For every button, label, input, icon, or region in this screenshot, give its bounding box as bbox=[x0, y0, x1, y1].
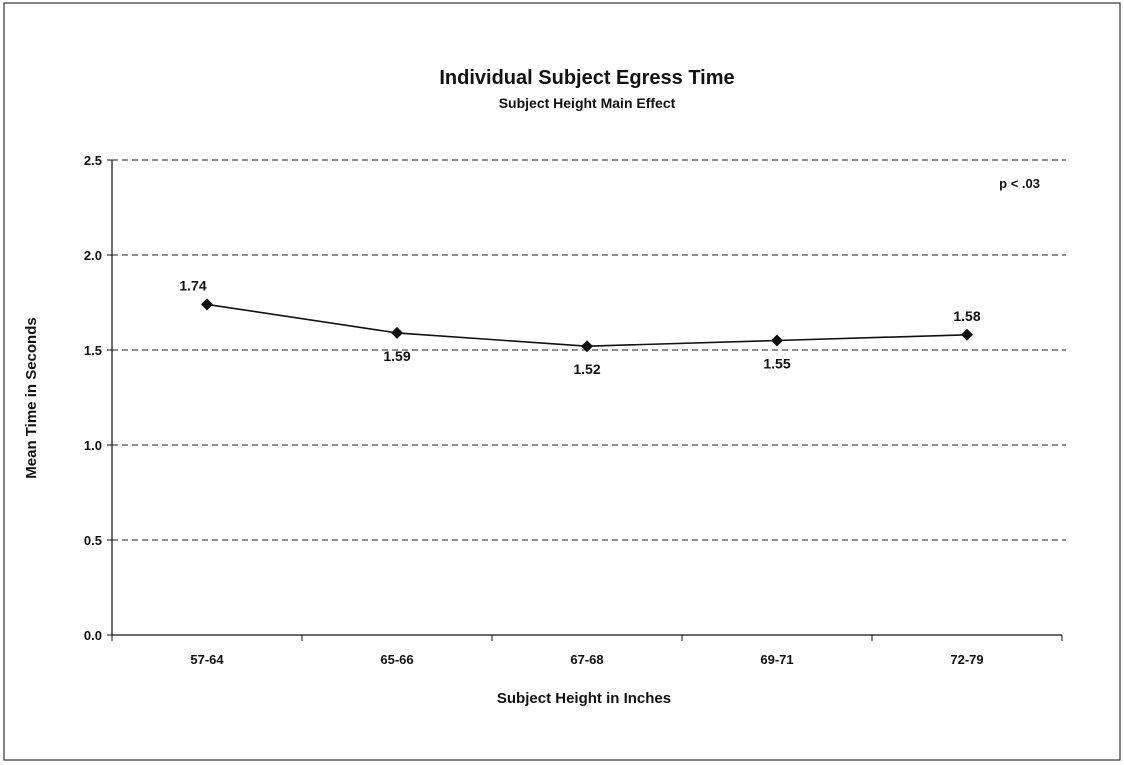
data-label: 1.58 bbox=[953, 308, 980, 324]
chart-border bbox=[3, 2, 1121, 761]
y-axis-label: Mean Time in Seconds bbox=[23, 317, 40, 478]
y-tick-label: 2.5 bbox=[84, 153, 102, 168]
gridlines bbox=[112, 159, 1066, 541]
data-point-marker bbox=[581, 340, 593, 353]
data-label: 1.52 bbox=[573, 361, 600, 377]
x-tick-label: 72-79 bbox=[950, 652, 983, 667]
x-tick-label: 65-66 bbox=[380, 652, 413, 667]
x-axis-label: Subject Height in Inches bbox=[497, 690, 671, 707]
x-tick-labels: 57-64 65-66 67-68 69-71 72-79 bbox=[190, 652, 983, 667]
data-labels: 1.74 1.59 1.52 1.55 1.58 bbox=[179, 277, 980, 377]
y-tick-label: 0.0 bbox=[84, 628, 102, 643]
series-polyline bbox=[206, 303, 968, 348]
x-tick-label: 67-68 bbox=[570, 652, 603, 667]
data-label: 1.55 bbox=[763, 356, 790, 372]
chart-subtitle: Subject Height Main Effect bbox=[499, 95, 676, 111]
x-tick-label: 57-64 bbox=[190, 652, 224, 667]
y-tick-label: 1.5 bbox=[84, 343, 102, 358]
y-tick-label: 2.0 bbox=[84, 248, 102, 263]
series-line bbox=[201, 298, 973, 353]
axes bbox=[107, 159, 1063, 641]
significance-annotation: p < .03 bbox=[999, 176, 1040, 191]
data-point-marker bbox=[391, 326, 403, 339]
data-label: 1.59 bbox=[383, 348, 410, 364]
chart-title: Individual Subject Egress Time bbox=[439, 67, 734, 89]
y-tick-label: 0.5 bbox=[84, 533, 102, 548]
y-tick-label: 1.0 bbox=[84, 438, 102, 453]
x-tick-label: 69-71 bbox=[760, 652, 793, 667]
data-point-marker bbox=[201, 298, 213, 311]
y-tick-labels: 0.0 0.5 1.0 1.5 2.0 2.5 bbox=[84, 153, 102, 643]
data-point-marker bbox=[771, 334, 783, 347]
data-label: 1.74 bbox=[179, 277, 206, 293]
data-point-marker bbox=[961, 328, 973, 341]
